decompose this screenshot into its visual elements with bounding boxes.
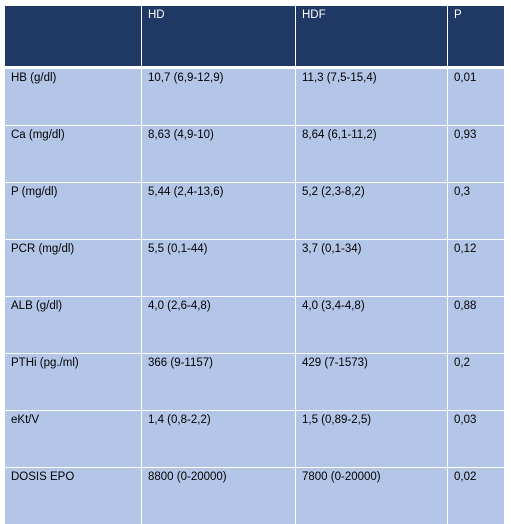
cell-hdf: 5,2 (2,3-8,2): [295, 182, 447, 239]
table-header: HD HDF P: [5, 6, 504, 66]
cell-hdf: 429 (7-1573): [295, 353, 447, 410]
cell-p: 0,93: [447, 125, 504, 182]
cell-p: 0,03: [447, 410, 504, 467]
cell-p: 0,3: [447, 182, 504, 239]
cell-hdf: 7800 (0-20000): [295, 467, 447, 524]
cell-hdf: 3,7 (0,1-34): [295, 239, 447, 296]
cell-hd: 10,7 (6,9-12,9): [141, 66, 295, 125]
cell-hd: 366 (9-1157): [141, 353, 295, 410]
table-row: HB (g/dl) 10,7 (6,9-12,9) 11,3 (7,5-15,4…: [5, 66, 504, 125]
header-row: HD HDF P: [5, 6, 504, 66]
cell-parameter: PCR (mg/dl): [5, 239, 141, 296]
table-row: eKt/V 1,4 (0,8-2,2) 1,5 (0,89-2,5) 0,03: [5, 410, 504, 467]
header-cell-hd: HD: [141, 6, 295, 66]
cell-p: 0,01: [447, 66, 504, 125]
cell-p: 0,02: [447, 467, 504, 524]
cell-hd: 8,63 (4,9-10): [141, 125, 295, 182]
cell-hdf: 8,64 (6,1-11,2): [295, 125, 447, 182]
table-row: DOSIS EPO 8800 (0-20000) 7800 (0-20000) …: [5, 467, 504, 524]
table-row: P (mg/dl) 5,44 (2,4-13,6) 5,2 (2,3-8,2) …: [5, 182, 504, 239]
header-cell-parameter: [5, 6, 141, 66]
table-body: HB (g/dl) 10,7 (6,9-12,9) 11,3 (7,5-15,4…: [5, 66, 504, 524]
cell-hd: 5,44 (2,4-13,6): [141, 182, 295, 239]
header-cell-p: P: [447, 6, 504, 66]
comparison-table: HD HDF P HB (g/dl) 10,7 (6,9-12,9) 11,3 …: [5, 6, 504, 524]
cell-parameter: HB (g/dl): [5, 66, 141, 125]
cell-hd: 5,5 (0,1-44): [141, 239, 295, 296]
header-cell-hdf: HDF: [295, 6, 447, 66]
cell-hd: 4,0 (2,6-4,8): [141, 296, 295, 353]
cell-parameter: P (mg/dl): [5, 182, 141, 239]
cell-parameter: eKt/V: [5, 410, 141, 467]
cell-hdf: 4,0 (3,4-4,8): [295, 296, 447, 353]
table-row: PTHi (pg./ml) 366 (9-1157) 429 (7-1573) …: [5, 353, 504, 410]
cell-parameter: Ca (mg/dl): [5, 125, 141, 182]
cell-hdf: 1,5 (0,89-2,5): [295, 410, 447, 467]
table-row: ALB (g/dl) 4,0 (2,6-4,8) 4,0 (3,4-4,8) 0…: [5, 296, 504, 353]
cell-p: 0,12: [447, 239, 504, 296]
cell-hd: 1,4 (0,8-2,2): [141, 410, 295, 467]
table-row: PCR (mg/dl) 5,5 (0,1-44) 3,7 (0,1-34) 0,…: [5, 239, 504, 296]
cell-parameter: DOSIS EPO: [5, 467, 141, 524]
cell-p: 0,2: [447, 353, 504, 410]
cell-hdf: 11,3 (7,5-15,4): [295, 66, 447, 125]
cell-parameter: ALB (g/dl): [5, 296, 141, 353]
cell-parameter: PTHi (pg./ml): [5, 353, 141, 410]
cell-hd: 8800 (0-20000): [141, 467, 295, 524]
table-row: Ca (mg/dl) 8,63 (4,9-10) 8,64 (6,1-11,2)…: [5, 125, 504, 182]
cell-p: 0,88: [447, 296, 504, 353]
